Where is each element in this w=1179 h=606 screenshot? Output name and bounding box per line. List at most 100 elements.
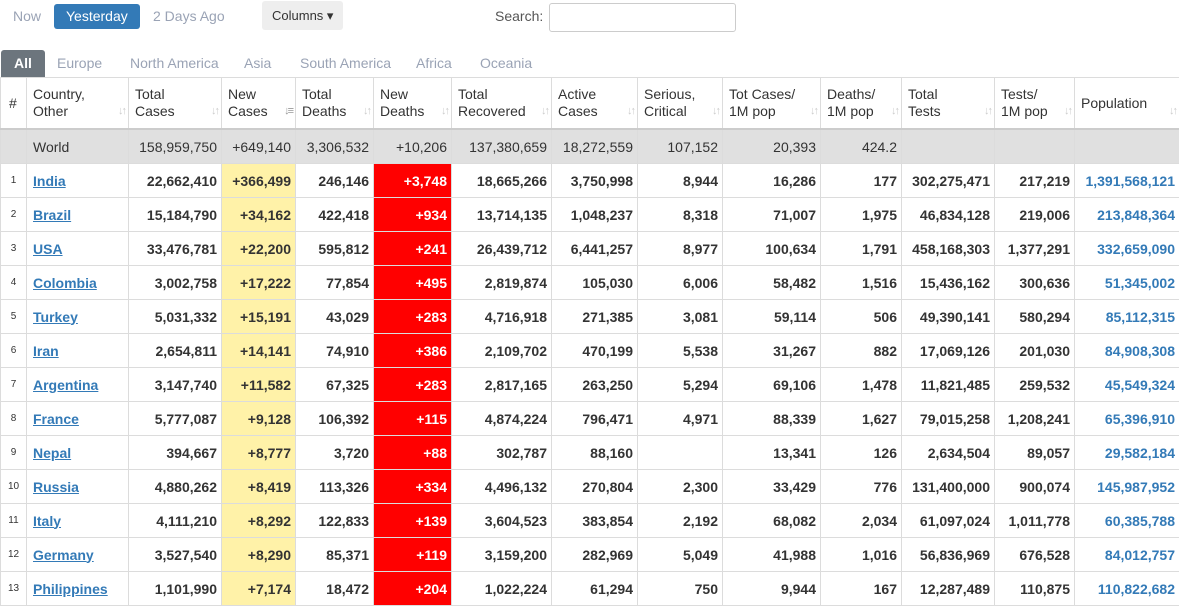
sort-icon[interactable]: ↓↑ xyxy=(810,103,817,120)
sort-icon[interactable]: ↓↑ xyxy=(1064,103,1071,120)
cell: 85,371 xyxy=(296,538,374,572)
cell: 458,168,303 xyxy=(902,232,995,266)
cell: 13,714,135 xyxy=(452,198,552,232)
country-link[interactable]: India xyxy=(33,173,66,189)
header-label: Recovered xyxy=(458,103,526,119)
country-link[interactable]: Russia xyxy=(33,479,79,495)
cell: 67,325 xyxy=(296,368,374,402)
cell: 776 xyxy=(821,470,902,504)
tab-asia[interactable]: Asia xyxy=(244,50,271,77)
cell: 1,208,241 xyxy=(995,402,1075,436)
country-link[interactable]: Philippines xyxy=(33,581,108,597)
cell: 4,971 xyxy=(638,402,723,436)
country-link[interactable]: Turkey xyxy=(33,309,78,325)
sort-icon[interactable]: ↓↑ xyxy=(363,103,370,120)
country-link[interactable]: France xyxy=(33,411,79,427)
cell: 65,396,910 xyxy=(1075,402,1179,436)
cell: 51,345,002 xyxy=(1075,266,1179,300)
cell: 33,429 xyxy=(723,470,821,504)
cell: +9,128 xyxy=(222,402,296,436)
cell: +386 xyxy=(374,334,452,368)
country-link[interactable]: Brazil xyxy=(33,207,71,223)
cell: 43,029 xyxy=(296,300,374,334)
sort-icon[interactable]: ↓↑ xyxy=(211,103,218,120)
country-link[interactable]: USA xyxy=(33,241,63,257)
header-label: Other xyxy=(33,103,68,119)
columns-dropdown[interactable]: Columns ▾ xyxy=(262,1,343,30)
country-link[interactable]: Nepal xyxy=(33,445,71,461)
cell: 8,977 xyxy=(638,232,723,266)
country-link[interactable]: Argentina xyxy=(33,377,98,393)
cell: 424.2 xyxy=(821,129,902,164)
header-label: Critical xyxy=(644,103,687,119)
sort-icon[interactable]: ↓↑ xyxy=(891,103,898,120)
cell: 595,812 xyxy=(296,232,374,266)
column-header[interactable]: Country,Other↓↑ xyxy=(27,78,129,130)
two-days-ago-button[interactable]: 2 Days Ago xyxy=(141,4,237,29)
cell: 6,006 xyxy=(638,266,723,300)
column-header[interactable]: Deaths/1M pop↓↑ xyxy=(821,78,902,130)
yesterday-button[interactable]: Yesterday xyxy=(54,4,140,29)
sort-icon[interactable]: ↓↑ xyxy=(1169,103,1176,120)
sort-icon[interactable]: ↓≡ xyxy=(284,103,292,120)
tab-oceania[interactable]: Oceania xyxy=(480,50,532,77)
now-button[interactable]: Now xyxy=(1,4,53,29)
column-header[interactable]: Population ↓↑ xyxy=(1075,78,1179,130)
country-link[interactable]: Germany xyxy=(33,547,94,563)
cell: 6 xyxy=(1,334,27,368)
cell: 383,854 xyxy=(552,504,638,538)
sort-icon[interactable]: ↓↑ xyxy=(541,103,548,120)
cell: 259,532 xyxy=(995,368,1075,402)
cell: 3,527,540 xyxy=(129,538,222,572)
cell: 1,627 xyxy=(821,402,902,436)
sort-icon[interactable]: ↓↑ xyxy=(627,103,634,120)
tab-europe[interactable]: Europe xyxy=(57,50,102,77)
cell: 3,159,200 xyxy=(452,538,552,572)
cell: 422,418 xyxy=(296,198,374,232)
tab-north-america[interactable]: North America xyxy=(130,50,219,77)
cell: 10 xyxy=(1,470,27,504)
cell: 580,294 xyxy=(995,300,1075,334)
cell: 18,472 xyxy=(296,572,374,606)
column-header[interactable]: # xyxy=(1,78,27,130)
header-label: Tot Cases/ xyxy=(729,86,795,102)
cell: 131,400,000 xyxy=(902,470,995,504)
cell: +139 xyxy=(374,504,452,538)
cell: 270,804 xyxy=(552,470,638,504)
tab-all[interactable]: All xyxy=(1,50,45,77)
column-header[interactable]: Tot Cases/1M pop↓↑ xyxy=(723,78,821,130)
cell: 107,152 xyxy=(638,129,723,164)
column-header[interactable]: Tests/1M pop↓↑ xyxy=(995,78,1075,130)
sort-icon[interactable]: ↓↑ xyxy=(441,103,448,120)
tab-south-america[interactable]: South America xyxy=(300,50,391,77)
cell: 100,634 xyxy=(723,232,821,266)
header-label: Cases xyxy=(558,103,598,119)
sort-icon[interactable]: ↓↑ xyxy=(118,103,125,120)
cell: 26,439,712 xyxy=(452,232,552,266)
cell: +934 xyxy=(374,198,452,232)
country-link[interactable]: Colombia xyxy=(33,275,97,291)
tab-africa[interactable]: Africa xyxy=(416,50,452,77)
cell: 113,326 xyxy=(296,470,374,504)
search-input[interactable] xyxy=(549,3,736,32)
cell: 2,819,874 xyxy=(452,266,552,300)
header-label: Total xyxy=(135,86,165,102)
country-link[interactable]: Iran xyxy=(33,343,59,359)
header-label: Deaths/ xyxy=(827,86,875,102)
column-header[interactable]: Serious,Critical↓↑ xyxy=(638,78,723,130)
sort-icon[interactable]: ↓↑ xyxy=(984,103,991,120)
sort-icon[interactable]: ↓↑ xyxy=(712,103,719,120)
cell: +10,206 xyxy=(374,129,452,164)
cell: 6,441,257 xyxy=(552,232,638,266)
cell: 2,654,811 xyxy=(129,334,222,368)
header-label: Population xyxy=(1081,95,1147,111)
country-link[interactable]: Italy xyxy=(33,513,61,529)
cell: Iran xyxy=(27,334,129,368)
